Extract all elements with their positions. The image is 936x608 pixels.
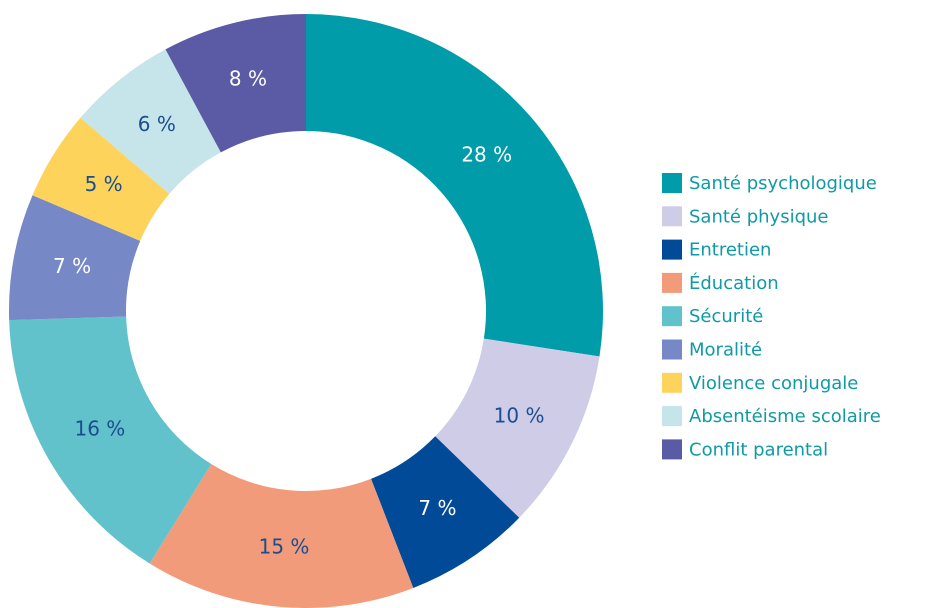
legend-swatch [662,306,682,327]
legend-label: Éducation [689,272,779,294]
slice [435,338,600,518]
slice [149,464,414,608]
legend-swatch [662,239,682,260]
slice-label: 8 % [229,67,267,91]
legend-swatch [662,206,682,227]
legend-label: Santé physique [689,206,829,227]
legend-swatch [662,173,682,193]
legend-label: Absentéisme scolaire [689,406,881,427]
legend-label: Moralité [689,340,762,361]
slice [32,117,170,241]
legend-label: Violence conjugale [689,373,858,394]
legend-swatch [662,339,682,360]
slice [80,49,221,194]
legend-label: Entretien [689,240,771,261]
slice-label: 16 % [74,417,125,441]
slice-label: 10 % [494,404,545,428]
slice-label: 15 % [259,534,310,558]
slice [165,14,306,153]
legend-label: Conflit parental [689,439,828,460]
slice-label: 5 % [85,172,123,196]
legend-label: Sécurité [689,306,763,327]
slice [9,316,212,564]
slice [306,14,603,357]
slice-label: 6 % [138,112,176,136]
slice-label: 7 % [53,254,91,278]
legend-label: Santé psychologique [689,173,877,194]
slice [371,436,520,588]
slice [9,195,141,321]
legend-swatch [662,272,682,293]
slice-label: 7 % [418,496,456,520]
slice-label: 28 % [461,143,512,167]
legend-swatch [662,406,682,427]
legend-swatch [662,372,682,393]
legend-swatch [662,439,682,460]
